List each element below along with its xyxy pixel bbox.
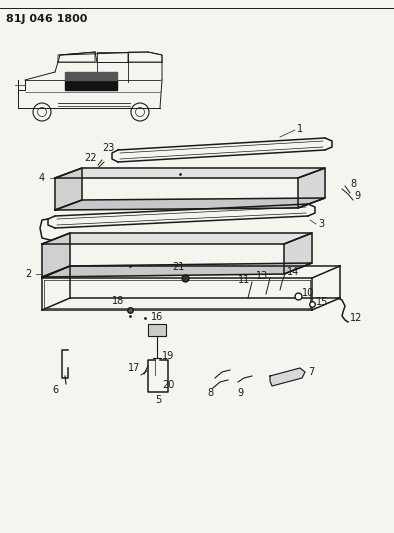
Text: 10: 10	[302, 288, 314, 298]
Text: 8: 8	[207, 388, 213, 398]
Text: 15: 15	[316, 297, 328, 307]
Polygon shape	[55, 168, 325, 178]
Bar	[148, 324, 166, 336]
Text: 7: 7	[308, 367, 314, 377]
Polygon shape	[55, 168, 82, 210]
Polygon shape	[55, 198, 325, 210]
Polygon shape	[298, 168, 325, 208]
Text: 9: 9	[237, 388, 243, 398]
Text: 14: 14	[287, 267, 299, 277]
Text: 19: 19	[162, 351, 174, 361]
Text: 9: 9	[354, 191, 360, 201]
Text: 21: 21	[172, 262, 184, 272]
Polygon shape	[270, 368, 305, 386]
Text: 12: 12	[350, 313, 362, 323]
Text: 11: 11	[238, 275, 250, 285]
Text: 8: 8	[350, 179, 356, 189]
Bar	[65, 80, 117, 90]
Text: 3: 3	[318, 219, 324, 229]
Text: 81J 046 1800: 81J 046 1800	[6, 14, 87, 24]
Polygon shape	[42, 233, 70, 277]
Text: 20: 20	[162, 380, 175, 390]
Text: 13: 13	[256, 271, 268, 281]
Text: 22: 22	[84, 153, 97, 163]
Text: 16: 16	[151, 312, 163, 322]
Text: 2: 2	[25, 269, 31, 279]
Text: 1: 1	[297, 124, 303, 134]
Text: 17: 17	[128, 363, 140, 373]
Text: 4: 4	[39, 173, 45, 183]
Polygon shape	[42, 263, 312, 277]
Bar	[65, 72, 117, 80]
Text: 18: 18	[112, 296, 124, 306]
Polygon shape	[284, 233, 312, 274]
Polygon shape	[42, 233, 312, 244]
Text: 23: 23	[102, 143, 114, 153]
Text: 5: 5	[155, 395, 161, 405]
Text: 6: 6	[52, 385, 58, 395]
